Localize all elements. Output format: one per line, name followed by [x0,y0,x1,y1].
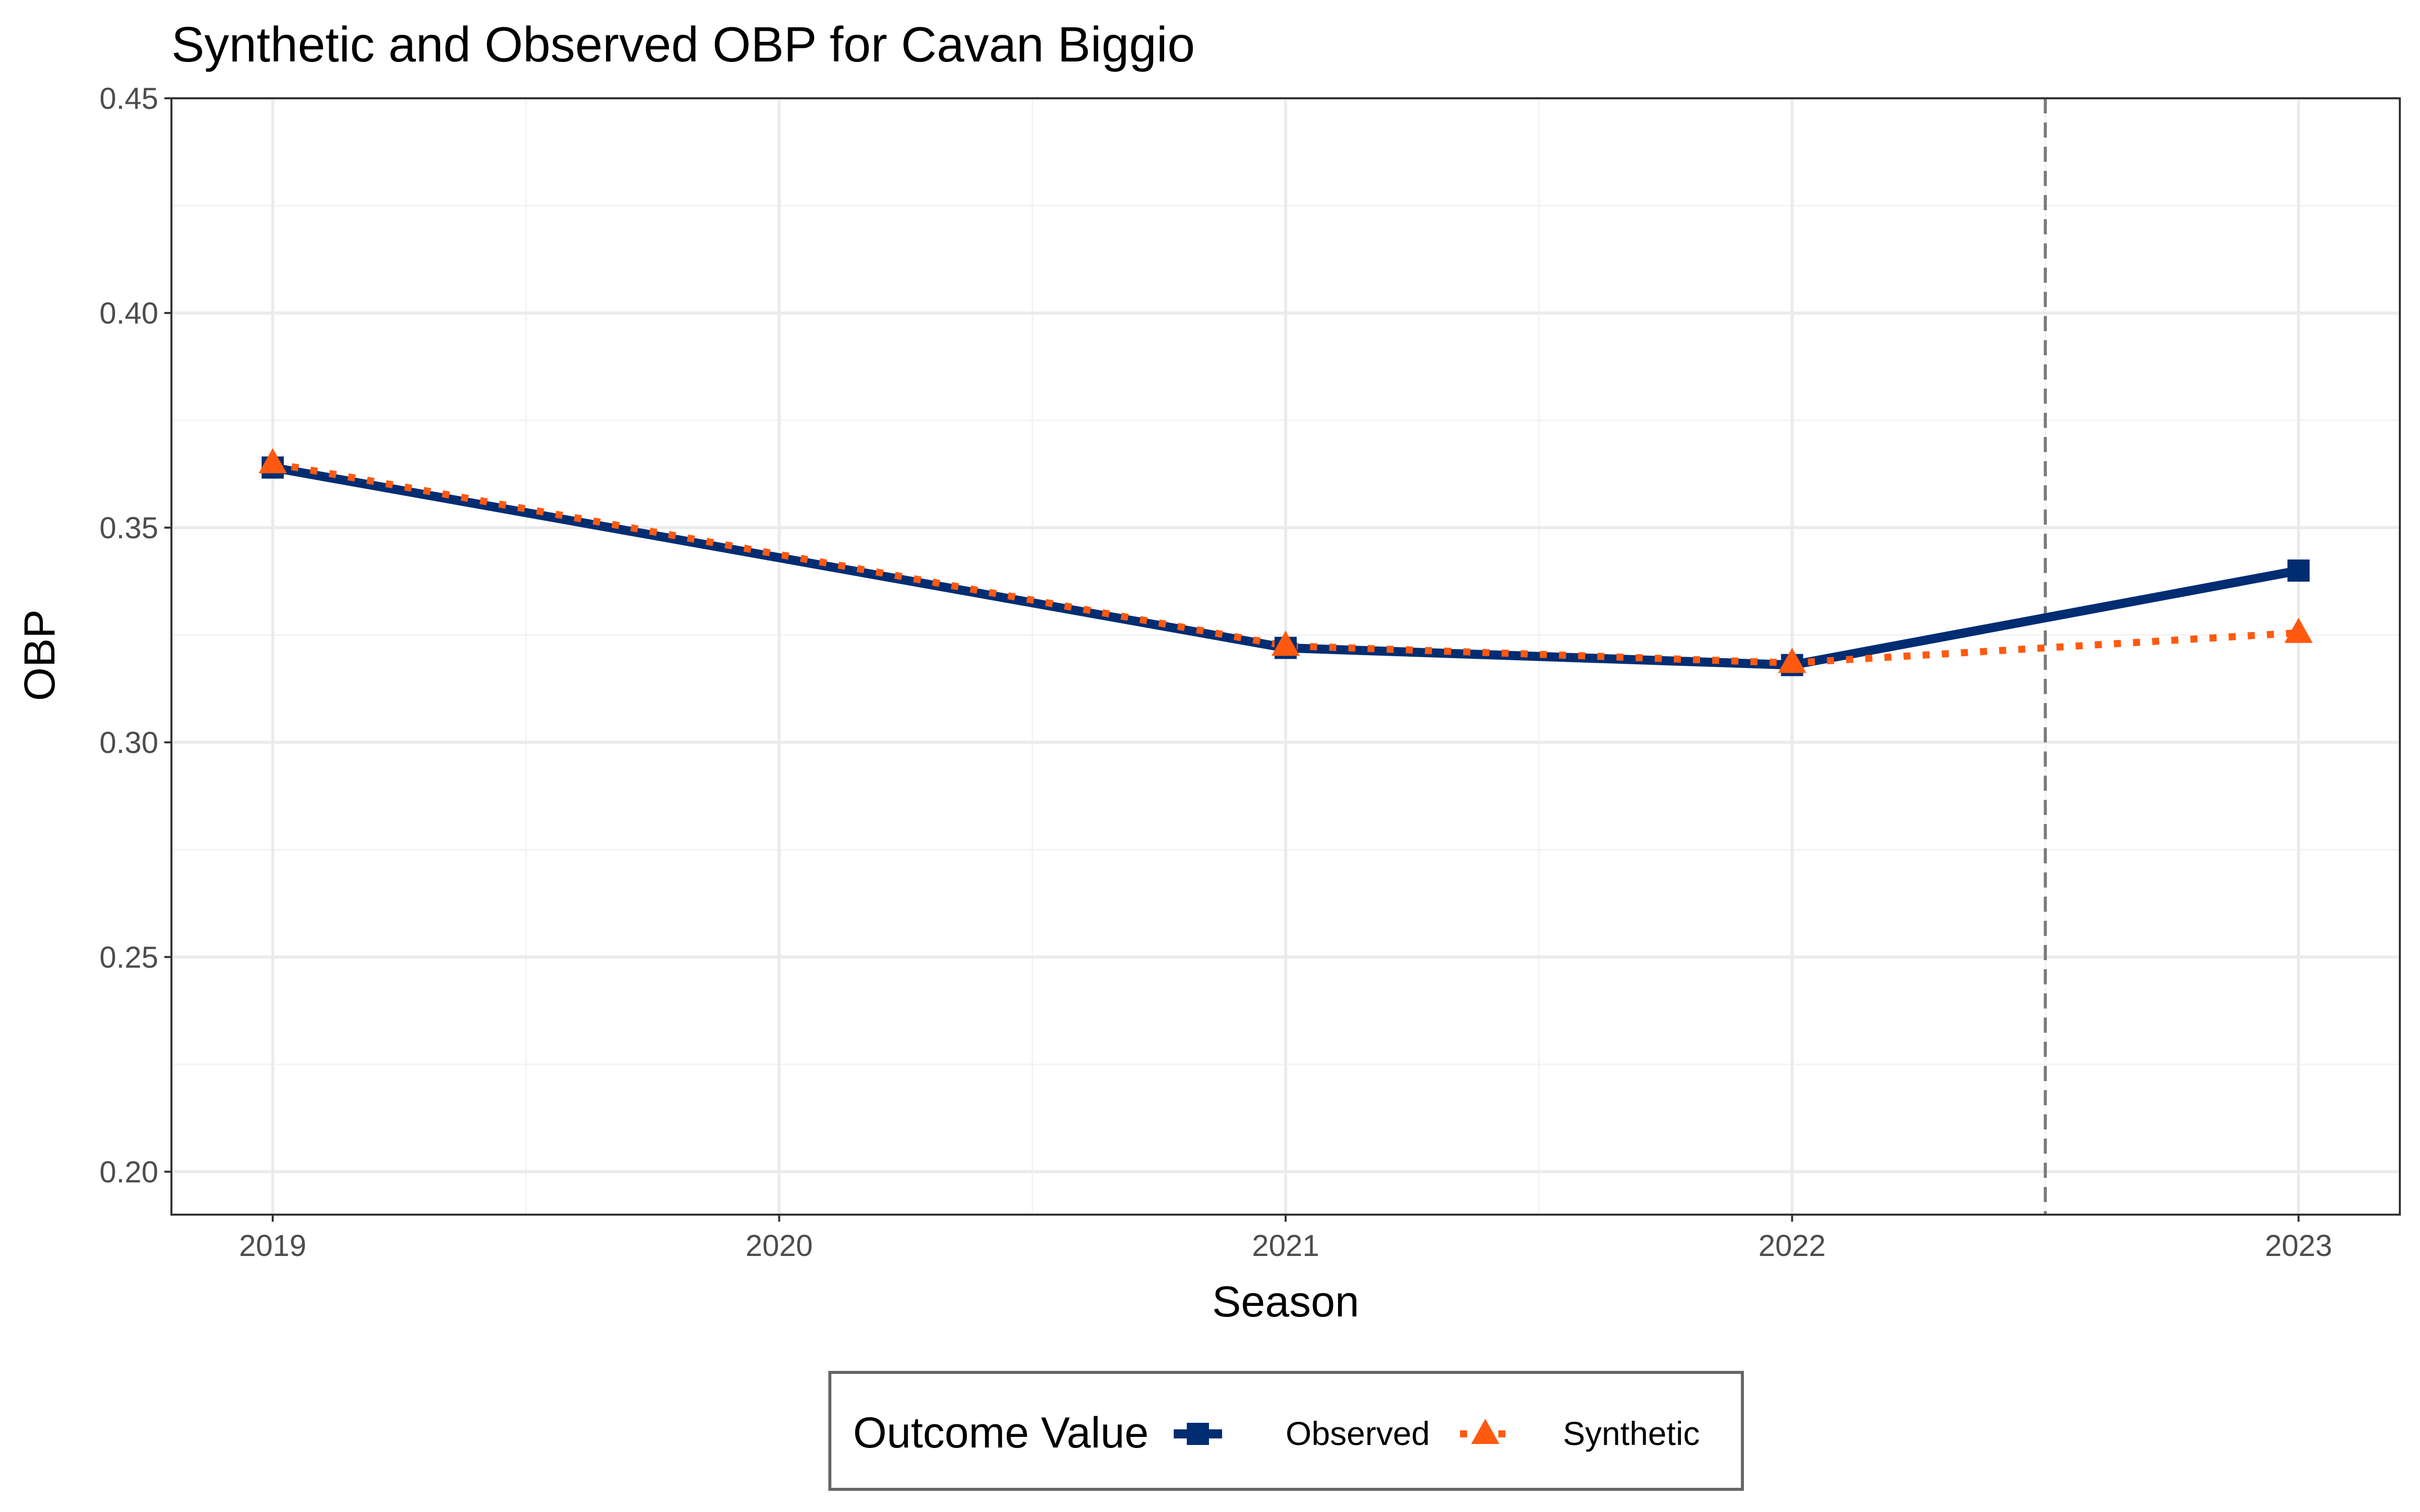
y-axis-title: OBP [16,609,64,701]
legend-label-synthetic: Synthetic [1563,1415,1700,1452]
legend-key-marker-synthetic [1471,1419,1499,1444]
legend: Outcome Value Observed Synthetic [828,1371,1744,1491]
legend-key-marker-observed [1187,1423,1209,1445]
x-axis: 2019 2020 2021 2022 2023 [239,1215,2332,1263]
y-tick-label: 0.30 [99,726,158,760]
series-markers [258,448,2313,676]
legend-title: Outcome Value [853,1409,1148,1457]
y-axis: 0.20 0.25 0.30 0.35 0.40 0.45 [99,82,171,1189]
series-lines [272,460,2300,670]
x-axis-title: Season [1212,1278,1359,1326]
y-tick-label: 0.20 [99,1155,158,1189]
marker-observed [2287,559,2310,582]
x-tick-label: 2019 [239,1229,306,1263]
x-tick-label: 2023 [2265,1229,2332,1263]
marker-synthetic [2284,617,2313,643]
legend-label-observed: Observed [1286,1415,1430,1452]
marker-synthetic [1272,631,1300,656]
legend-keys [1174,1419,1510,1445]
x-tick-label: 2021 [1252,1229,1319,1263]
x-tick-label: 2020 [746,1229,813,1263]
y-tick-label: 0.35 [99,511,158,545]
series-line-observed [272,463,2300,670]
marker-synthetic [1778,648,1806,673]
x-tick-label: 2022 [1759,1229,1826,1263]
legend-box [828,1371,1744,1491]
marker-synthetic [258,448,287,474]
chart-title: Synthetic and Observed OBP for Cavan Big… [171,17,1195,72]
y-tick-label: 0.25 [99,940,158,974]
y-tick-label: 0.40 [99,296,158,330]
y-tick-label: 0.45 [99,82,158,115]
